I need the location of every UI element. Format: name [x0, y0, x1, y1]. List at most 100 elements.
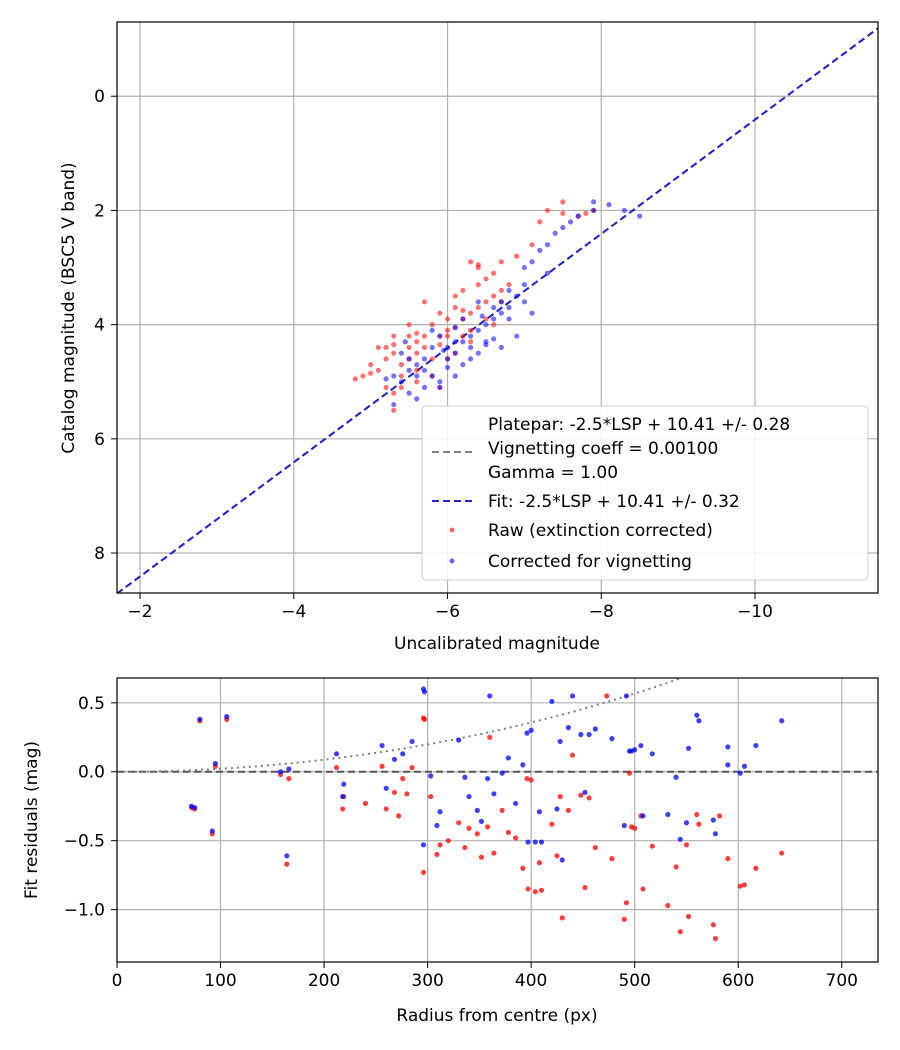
point-corrected [391, 373, 397, 379]
legend-vignetting-text: Vignetting coeff = 0.00100 [488, 439, 718, 459]
point-raw [538, 887, 545, 893]
point-raw [398, 362, 405, 368]
point-corrected [414, 373, 420, 379]
y-tick-label: 4 [94, 316, 105, 336]
point-corrected [467, 333, 474, 339]
point-corrected [521, 282, 528, 288]
point-raw [483, 276, 489, 282]
bottom-chart: 0 100 200 300 400 500 600 700 0.5 0.0 −0.5 −1.0 Ra… [22, 677, 879, 1026]
point-raw [391, 390, 397, 396]
point-raw [404, 791, 410, 797]
point-raw [586, 795, 592, 801]
point-raw [554, 853, 560, 859]
point-corrected [406, 390, 412, 396]
point-corrected [710, 817, 716, 823]
point-corrected [575, 213, 581, 219]
point-corrected [406, 356, 412, 362]
x-tick-label: 300 [411, 971, 443, 991]
point-raw [409, 765, 415, 771]
point-raw [536, 860, 543, 866]
point-corrected [491, 336, 497, 342]
point-raw [420, 869, 427, 875]
bottom-x-axis-label: Radius from centre (px) [396, 1006, 597, 1026]
point-corrected [637, 213, 643, 219]
point-raw [529, 242, 535, 248]
bottom-grid [117, 678, 878, 962]
point-raw [406, 322, 412, 328]
point-corrected [421, 356, 428, 362]
point-corrected [414, 396, 420, 402]
point-corrected [737, 770, 743, 776]
point-raw [383, 806, 389, 812]
point-raw [467, 310, 474, 316]
point-raw [475, 262, 481, 268]
point-corrected [521, 264, 528, 271]
point-raw [466, 825, 472, 831]
point-corrected [460, 316, 466, 322]
point-corrected [606, 202, 612, 208]
point-corrected [632, 747, 638, 753]
point-corrected [544, 242, 551, 248]
x-tick-label: 700 [826, 971, 858, 991]
legend-raw-marker [449, 527, 455, 533]
point-corrected [467, 356, 474, 362]
point-corrected [428, 773, 434, 779]
point-raw [737, 883, 743, 889]
point-raw [340, 806, 346, 812]
point-raw [444, 333, 451, 339]
point-corrected [452, 339, 458, 345]
bottom-plot-frame [116, 677, 879, 963]
point-raw [444, 316, 451, 322]
point-raw [383, 356, 389, 362]
point-corrected [685, 745, 692, 751]
point-corrected [582, 789, 588, 796]
point-raw [400, 776, 406, 782]
point-corrected [452, 373, 458, 379]
point-raw [537, 219, 543, 225]
point-raw [592, 844, 598, 851]
point-corrected [623, 693, 630, 699]
point-corrected [673, 774, 679, 780]
point-corrected [694, 712, 700, 718]
point-corrected [475, 299, 481, 305]
point-corrected [621, 822, 627, 829]
point-raw [406, 344, 412, 351]
point-corrected [638, 742, 644, 749]
x-tick-label: −2 [128, 602, 153, 622]
point-corrected [487, 693, 493, 699]
x-tick-label: 100 [204, 971, 236, 991]
point-raw [375, 367, 381, 373]
legend-box [421, 405, 869, 581]
point-corrected [333, 751, 340, 757]
point-corrected [478, 818, 485, 824]
top-plot-frame [116, 21, 879, 594]
point-raw [557, 793, 563, 800]
point-raw [621, 916, 627, 922]
point-corrected [609, 736, 615, 742]
point-raw [398, 384, 405, 391]
legend-gamma-text: Gamma = 1.00 [488, 463, 618, 483]
point-corrected [498, 299, 504, 305]
point-raw [685, 913, 692, 920]
point-raw [421, 716, 428, 722]
point-corrected [452, 350, 458, 356]
point-corrected [224, 714, 230, 720]
point-corrected [212, 760, 218, 767]
point-corrected [383, 376, 389, 382]
point-corrected [437, 379, 443, 385]
point-raw [560, 199, 566, 205]
point-corrected [475, 327, 481, 333]
x-tick-label: 600 [722, 971, 754, 991]
point-corrected [402, 339, 408, 345]
point-raw [360, 373, 366, 379]
point-raw [491, 270, 497, 276]
point-corrected [559, 857, 565, 863]
point-raw [524, 776, 530, 782]
point-corrected [437, 809, 443, 815]
point-corrected [725, 762, 731, 768]
point-corrected [505, 755, 511, 761]
point-raw [379, 763, 385, 769]
point-raw [462, 844, 468, 851]
point-corrected [725, 744, 731, 750]
point-corrected [552, 230, 558, 236]
